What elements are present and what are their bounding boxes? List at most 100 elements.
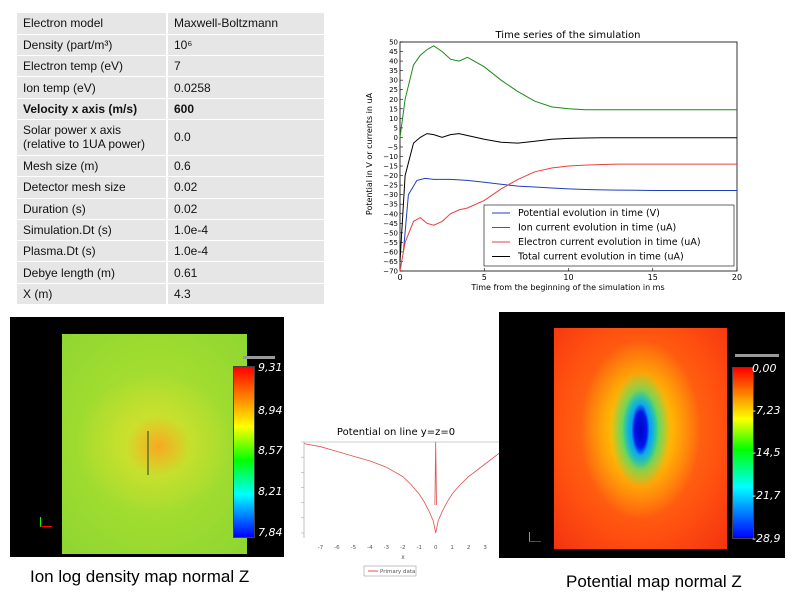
ion-density-heatmap [62, 334, 247, 554]
parameter-value: 0.0 [167, 119, 324, 156]
parameter-value: Maxwell-Boltzmann [167, 13, 324, 35]
y-tick-label: −55 [383, 239, 398, 247]
line-chart-x-tick-label: 3 [483, 545, 487, 551]
parameter-table-body: Electron model Maxwell-Boltzmann Density (… [17, 13, 324, 306]
y-tick-label: 30 [389, 77, 398, 85]
time-series-chart: Time series of the simulation Potential … [365, 30, 742, 292]
line-chart-x-tick-label: -3 [384, 545, 390, 551]
y-tick-label: −70 [383, 268, 398, 276]
ion-colorbar-label-1: 9,31 [258, 361, 283, 374]
parameter-name: X (m) [17, 283, 168, 306]
y-tick-label: 20 [389, 96, 398, 104]
x-tick-label: 10 [563, 273, 573, 282]
parameter-name: Electron temp (eV) [17, 55, 168, 78]
y-tick-label: 15 [389, 105, 398, 113]
legend-label: Electron current evolution in time (uA) [518, 237, 701, 248]
potential-colorbar-label-3: -14,5 [752, 446, 781, 459]
ion-colorbar-label-2: 8,94 [258, 404, 283, 417]
parameter-value: 0.6 [167, 155, 324, 178]
parameter-value: 4.3 [167, 283, 324, 306]
y-tick-label: −40 [383, 210, 398, 218]
potential-colorbar-label-1: 0,00 [752, 362, 777, 375]
potential-heatmap [554, 328, 727, 549]
line-chart-x-tick-label: -1 [416, 545, 421, 551]
x-tick-label: 15 [648, 273, 658, 282]
potential-colorbar-label-4: -21,7 [752, 489, 781, 502]
parameter-value: 10⁶ [167, 34, 324, 57]
parameter-name: Electron model [17, 13, 168, 35]
chart-xlabel: Time from the beginning of the simulatio… [470, 283, 664, 292]
line-chart-x-tick-label: 2 [467, 545, 471, 551]
chart-ylabel: Potential in V or currents in uA [365, 92, 374, 215]
y-tick-label: −65 [383, 258, 398, 266]
ion-colorbar-label-4: 8,21 [258, 485, 283, 498]
table-row: Solar power x axis (relative to 1UA powe… [17, 119, 324, 156]
ion-density-map: 9,31 8,94 8,57 8,21 7,84 [10, 317, 284, 557]
line-chart-xlabel: x [401, 554, 405, 561]
legend-box [483, 204, 735, 267]
line-chart-x-tick-label: -6 [334, 545, 340, 551]
y-tick-label: 40 [389, 58, 398, 66]
parameter-value: 0.0258 [167, 76, 324, 99]
line-chart-x-tick-label: 1 [450, 545, 454, 551]
x-tick-label: 5 [482, 273, 487, 282]
potential-line-chart: Potential on line y=z=0 -7 -6 -5 -4 -3 -2 -1 0 1… [301, 427, 520, 577]
chart-series-lines [399, 45, 737, 272]
axes-orientation-icon [529, 532, 541, 542]
y-tick-label: −30 [383, 191, 398, 199]
table-row: Duration (s) 0.02 [17, 198, 324, 220]
parameter-value: 7 [167, 55, 324, 78]
parameter-value: 600 [167, 98, 324, 120]
colorbar-title [735, 354, 779, 357]
parameter-value: 0.02 [167, 198, 324, 220]
table-row: Ion temp (eV) 0.0258 [17, 76, 324, 99]
y-tick-label: 25 [389, 86, 398, 94]
table-row: Plasma.Dt (s) 1.0e-4 [17, 240, 324, 263]
line-chart-x-tick-label: -5 [351, 545, 357, 551]
ion-colorbar-label-5: 7,84 [258, 526, 283, 539]
y-tick-label: 35 [389, 67, 398, 75]
y-tick-label: −25 [383, 182, 398, 190]
legend-label: Ion current evolution in time (uA) [518, 223, 676, 234]
axes-orientation-icon [40, 517, 52, 527]
parameter-name: Detector mesh size [17, 176, 168, 199]
parameter-value: 0.61 [167, 261, 324, 284]
table-row: Debye length (m) 0.61 [17, 261, 324, 284]
table-row: Density (part/m³) 10⁶ [17, 34, 324, 57]
line-chart-x-tick-label: -2 [400, 545, 405, 551]
potential-colorbar-label-5: -28,9 [752, 532, 781, 545]
parameter-name: Ion temp (eV) [17, 76, 168, 99]
y-tick-label: 0 [394, 134, 398, 142]
parameter-name: Density (part/m³) [17, 34, 168, 57]
parameter-value: 1.0e-4 [167, 219, 324, 242]
line-chart-x-tick-label: -7 [318, 545, 324, 551]
series-line-2 [399, 163, 737, 272]
y-tick-label: 5 [394, 124, 398, 132]
y-tick-label: −15 [383, 163, 398, 171]
line-chart-ticks: -7-6-5-4-3-2-1012345 [301, 441, 520, 551]
chart-legend: Potential evolution in time (V) Ion curre… [483, 204, 735, 267]
parameter-name: Duration (s) [17, 198, 168, 220]
parameter-name: Debye length (m) [17, 261, 168, 284]
ion-colorbar [233, 366, 255, 538]
x-tick-label: 0 [397, 273, 402, 282]
legend-label: Total current evolution in time (uA) [517, 252, 684, 263]
x-tick-label: 20 [732, 273, 742, 282]
chart-ticks: 50454035302520151050−5−10−15−20−25−30−35… [383, 39, 742, 283]
parameter-table: Electron model Maxwell-Boltzmann Density (… [17, 13, 324, 306]
y-tick-label: −60 [383, 248, 398, 256]
parameter-name: Mesh size (m) [17, 155, 168, 178]
line-chart-title: Potential on line y=z=0 [337, 427, 455, 438]
table-row: Simulation.Dt (s) 1.0e-4 [17, 219, 324, 242]
y-tick-label: −5 [388, 143, 398, 151]
y-tick-label: −50 [383, 229, 398, 237]
ion-colorbar-label-3: 8,57 [258, 444, 283, 457]
series-line-3 [399, 133, 737, 262]
parameter-value: 1.0e-4 [167, 240, 324, 263]
y-tick-label: −35 [383, 201, 398, 209]
line-chart-series [303, 441, 519, 534]
parameter-name: Solar power x axis (relative to 1UA powe… [17, 119, 168, 156]
parameter-name: Plasma.Dt (s) [17, 240, 168, 263]
legend-label: Potential evolution in time (V) [518, 208, 660, 219]
table-row: Electron temp (eV) 7 [17, 55, 324, 78]
